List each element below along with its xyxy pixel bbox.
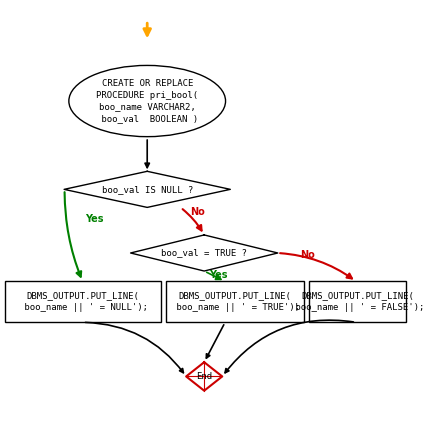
Text: DBMS_OUTPUT.PUT_LINE(
 boo_name || ' = FALSE');: DBMS_OUTPUT.PUT_LINE( boo_name || ' = FA… [290,292,425,312]
Text: boo_val IS NULL ?: boo_val IS NULL ? [102,185,193,194]
Polygon shape [131,235,278,271]
Polygon shape [64,171,230,207]
Bar [5,282,161,322]
Bar [309,282,407,322]
Text: Yes: Yes [209,270,227,280]
Text: DBMS_OUTPUT.PUT_LINE(
 boo_name || ' = NULL');: DBMS_OUTPUT.PUT_LINE( boo_name || ' = NU… [19,292,148,312]
Polygon shape [186,362,222,391]
Ellipse shape [69,65,226,137]
Text: CREATE OR REPLACE
PROCEDURE pri_bool(
boo_name VARCHAR2,
 boo_val  BOOLEAN ): CREATE OR REPLACE PROCEDURE pri_bool( bo… [96,79,198,123]
Text: End: End [196,372,212,381]
Text: boo_val = TRUE ?: boo_val = TRUE ? [161,249,247,258]
Text: DBMS_OUTPUT.PUT_LINE(
 boo_name || ' = TRUE');: DBMS_OUTPUT.PUT_LINE( boo_name || ' = TR… [171,292,299,312]
Text: Yes: Yes [85,214,104,224]
Text: No: No [190,207,205,217]
Text: No: No [300,250,315,260]
Bar [166,282,304,322]
